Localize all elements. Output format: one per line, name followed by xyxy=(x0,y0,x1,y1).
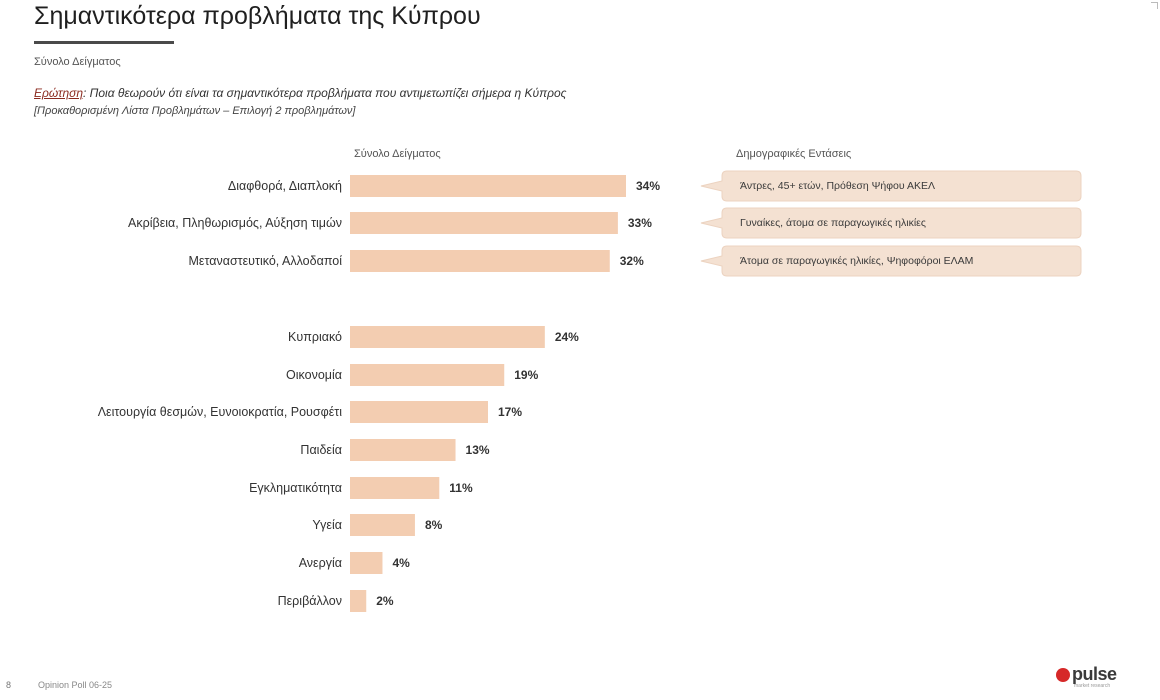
bar xyxy=(350,514,415,536)
value-label: 34% xyxy=(636,179,660,193)
value-label: 19% xyxy=(514,368,538,382)
value-label: 17% xyxy=(498,405,522,419)
callout-text: Γυναίκες, άτομα σε παραγωγικές ηλικίες xyxy=(740,217,926,229)
category-label: Οικονομία xyxy=(286,368,342,382)
category-label: Διαφθορά, Διαπλοκή xyxy=(228,179,342,193)
page-number: 8 xyxy=(6,680,12,690)
callout-text: Άντρες, 45+ ετών, Πρόθεση Ψήφου ΑΚΕΛ xyxy=(740,180,935,192)
bar xyxy=(350,590,367,612)
callout-shape xyxy=(700,207,1082,239)
corner-mark xyxy=(1151,2,1158,9)
value-label: 4% xyxy=(392,556,410,570)
category-label: Παιδεία xyxy=(300,443,342,457)
bar xyxy=(350,439,456,461)
value-label: 13% xyxy=(466,443,490,457)
bar xyxy=(350,364,505,386)
logo-text: pulse xyxy=(1072,664,1117,684)
callout-text: Άτομα σε παραγωγικές ηλικίες, Ψηφοφόροι … xyxy=(740,255,974,267)
value-label: 24% xyxy=(555,330,579,344)
question: Ερώτηση: Ποια θεωρούν ότι είναι τα σημαν… xyxy=(34,86,567,100)
question-label: Ερώτηση xyxy=(34,86,84,100)
footer-label: Opinion Poll 06-25 xyxy=(38,680,113,690)
value-label: 2% xyxy=(376,594,394,608)
logo-subtext: market research xyxy=(1074,683,1111,689)
value-label: 11% xyxy=(449,481,473,495)
callout-shape xyxy=(700,170,1082,202)
category-label: Ακρίβεια, Πληθωρισμός, Αύξηση τιμών xyxy=(128,216,342,230)
demographic-callout: Άντρες, 45+ ετών, Πρόθεση Ψήφου ΑΚΕΛ xyxy=(700,170,1082,202)
callout-shape xyxy=(700,245,1082,277)
bar xyxy=(350,250,610,272)
bar xyxy=(350,477,440,499)
category-label: Υγεία xyxy=(312,518,342,532)
question-text: : Ποια θεωρούν ότι είναι τα σημαντικότερ… xyxy=(83,86,567,100)
value-label: 8% xyxy=(425,518,443,532)
pulse-logo: pulse market research xyxy=(1056,664,1117,689)
category-label: Περιβάλλον xyxy=(278,594,342,608)
category-label: Ανεργία xyxy=(299,556,342,570)
bar xyxy=(350,175,626,197)
bar xyxy=(350,212,618,234)
category-label: Εγκληματικότητα xyxy=(249,481,342,495)
title-underline xyxy=(34,41,174,44)
page-subtitle: Σύνολο Δείγματος xyxy=(34,56,121,68)
demographics-column-header: Δημογραφικές Εντάσεις xyxy=(736,148,852,160)
value-label: 32% xyxy=(620,254,644,268)
bar xyxy=(350,401,488,423)
category-label: Λειτουργία θεσμών, Ευνοιοκρατία, Ρουσφέτ… xyxy=(98,405,343,419)
demographic-callout: Άτομα σε παραγωγικές ηλικίες, Ψηφοφόροι … xyxy=(700,245,1082,277)
page-title: Σημαντικότερα προβλήματα της Κύπρου xyxy=(34,2,481,30)
category-label: Κυπριακό xyxy=(288,330,342,344)
logo-dot-icon xyxy=(1056,667,1070,682)
category-label: Μεταναστευτικό, Αλλοδαποί xyxy=(189,254,343,268)
question-note: [Προκαθορισμένη Λίστα Προβλημάτων – Επιλ… xyxy=(34,105,356,117)
sample-column-header: Σύνολο Δείγματος xyxy=(354,148,441,160)
bar xyxy=(350,326,545,348)
demographic-callout: Γυναίκες, άτομα σε παραγωγικές ηλικίες xyxy=(700,207,1082,239)
bar xyxy=(350,552,383,574)
value-label: 33% xyxy=(628,216,652,230)
